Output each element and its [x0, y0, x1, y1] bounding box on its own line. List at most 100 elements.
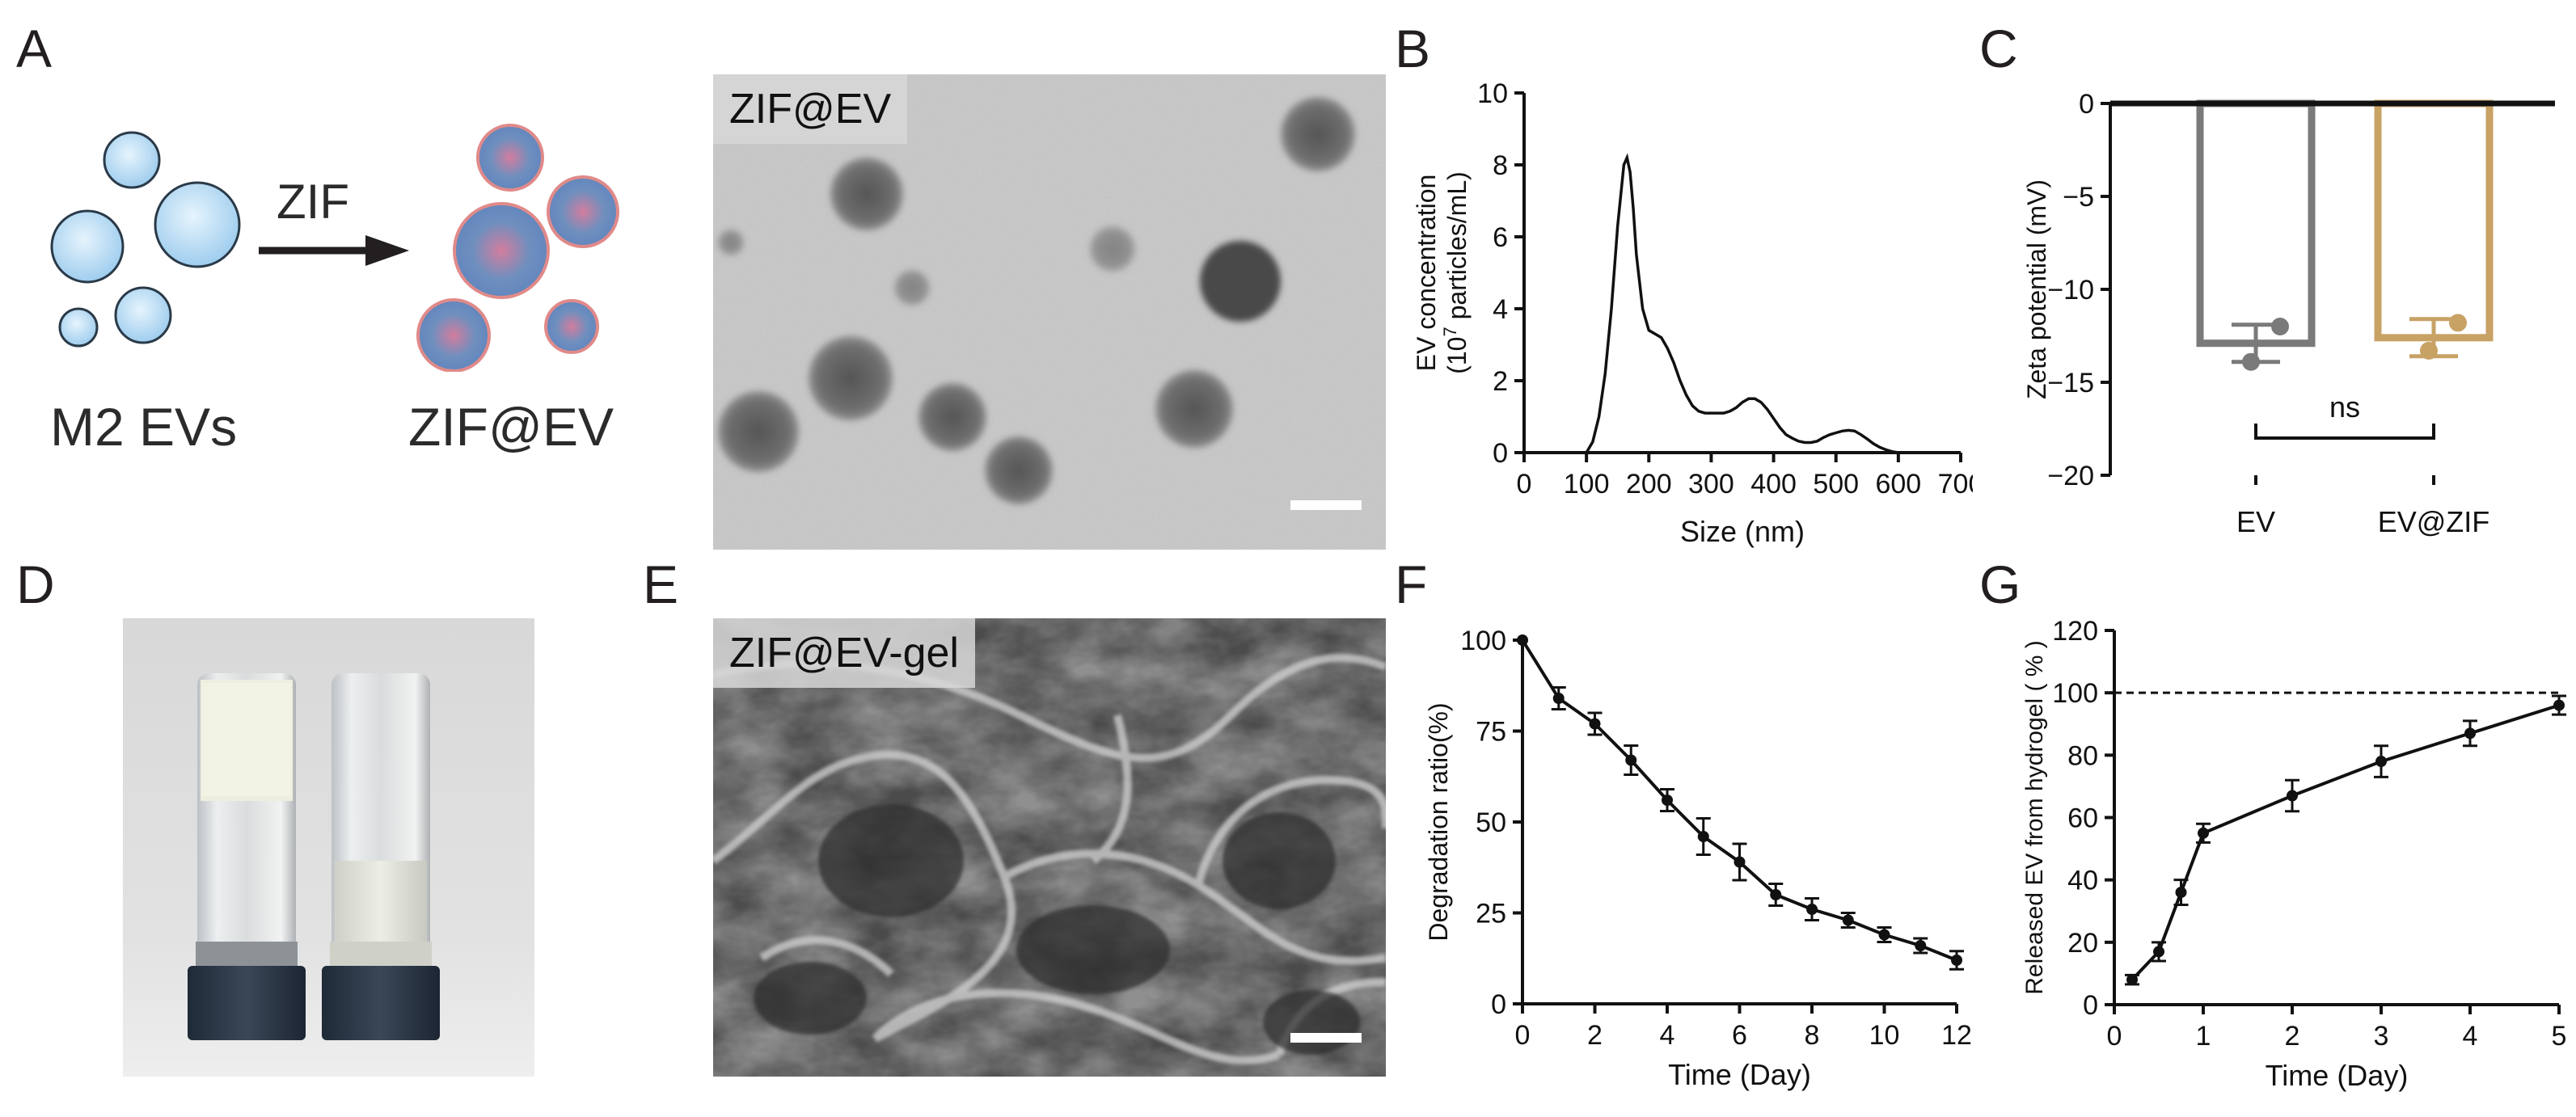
data-point: [1915, 940, 1927, 951]
coated-vesicle-icon: [476, 124, 544, 192]
data-point: [2242, 352, 2260, 371]
release-chart: 0 20 40 60 80 100 120 0 1 2 3 4 5 Time (Day) Released …: [2021, 616, 2567, 1092]
nanoparticle: [1281, 97, 1355, 171]
data-point: [2464, 727, 2476, 740]
nanoparticle: [1090, 226, 1135, 272]
tem-tag: ZIF@EV: [713, 74, 908, 144]
coated-vesicle-icon: [416, 298, 491, 372]
x-tick-label: 0: [1517, 469, 1532, 499]
data-point: [2126, 974, 2138, 986]
x-axis-label: Size (nm): [1680, 515, 1805, 548]
bar-ev-zif: [2374, 99, 2494, 342]
nanoparticle: [918, 383, 986, 451]
y-tick-label: 80: [2067, 740, 2098, 771]
zeta-potential-chart: 0 −5 −10 −15 −20 EV EV@ZIF ns Zeta potential (mV…: [2022, 89, 2555, 538]
nanoparticle: [718, 391, 799, 472]
data-point: [1662, 795, 1673, 806]
data-point: [1842, 914, 1854, 926]
x-tick-label: 8: [1805, 1020, 1820, 1051]
panel-label-b: B: [1395, 19, 1431, 78]
data-point: [1589, 718, 1601, 730]
x-tick-label: 3: [2374, 1021, 2389, 1052]
y-axis-label: Degradation ratio(%): [1424, 702, 1453, 941]
vesicle-icon: [50, 209, 125, 284]
y-tick-label: −15: [2047, 368, 2094, 398]
y-tick-label: 25: [1476, 899, 1506, 929]
y-axis-label: Released EV from hydrogel ( % ): [2021, 640, 2048, 995]
data-point: [1734, 856, 1746, 868]
nanoparticle: [830, 158, 903, 230]
data-point: [2175, 887, 2187, 899]
x-tick-label: 600: [1875, 469, 1921, 499]
panel-label-f: F: [1395, 554, 1428, 614]
data-point: [2553, 699, 2565, 711]
series-line: [1521, 639, 1957, 962]
coated-vesicle-icon: [547, 175, 619, 248]
x-tick-label: 2: [1587, 1020, 1603, 1051]
sem-image: ZIF@EV-gel: [713, 618, 1386, 1077]
data-point: [1806, 904, 1818, 915]
y-axis-label-line2: (107 particles/mL): [1440, 171, 1472, 374]
nanoparticle: [1200, 241, 1281, 322]
y-tick-label: 8: [1493, 150, 1508, 181]
x-tick-label: 4: [2463, 1021, 2478, 1052]
coated-vesicle-icon: [453, 202, 550, 299]
vial-right: [322, 673, 440, 1040]
y-tick-label: 0: [2079, 89, 2094, 120]
y-tick-label: 10: [1477, 78, 1508, 109]
y-tick-label: 100: [1460, 626, 1506, 656]
x-tick-label: 4: [1660, 1020, 1675, 1051]
x-tick-label: 5: [2552, 1021, 2567, 1052]
y-tick-label: 6: [1493, 222, 1508, 253]
m2-evs-label: M2 EVs: [50, 397, 238, 457]
bar-ev: [2196, 99, 2316, 348]
data-point: [2271, 318, 2289, 335]
panel-label-e: E: [643, 554, 679, 614]
y-tick-label: 0: [1491, 989, 1506, 1020]
data-point: [1951, 955, 1962, 966]
data-point: [1517, 634, 1528, 646]
y-tick-label: 60: [2067, 803, 2098, 834]
arrow-head-icon: [365, 235, 409, 266]
nanoparticle: [985, 436, 1053, 504]
significance-label: ns: [2329, 390, 2360, 424]
coated-vesicle-icon: [544, 299, 599, 354]
zif-ev-label: ZIF@EV: [408, 397, 614, 457]
x-tick-label: 12: [1941, 1020, 1972, 1051]
y-tick-label: 4: [1493, 294, 1508, 325]
series-line: [1585, 153, 1899, 454]
x-axis-label: Time (Day): [2266, 1059, 2409, 1092]
significance-bracket: [2254, 424, 2435, 440]
y-tick-label: 0: [2083, 990, 2098, 1021]
x-tick-label: 0: [1515, 1020, 1531, 1051]
data-point: [1552, 693, 1565, 704]
y-axis-label: Zeta potential (mV): [2022, 179, 2051, 399]
nanoparticle: [809, 336, 893, 420]
sem-tag: ZIF@EV-gel: [713, 618, 975, 688]
vesicle-icon: [58, 307, 99, 348]
x-tick-label: 6: [1732, 1020, 1747, 1051]
y-tick-label: 40: [2067, 866, 2098, 896]
panel-label-g: G: [1979, 554, 2021, 614]
y-tick-label: 75: [1476, 717, 1506, 748]
data-point: [2153, 946, 2164, 958]
arrow-label: ZIF: [277, 175, 349, 229]
data-point: [1878, 929, 1890, 941]
schematic-diagram: [50, 124, 619, 372]
scale-bar: [1290, 1033, 1362, 1043]
y-tick-label: 120: [2052, 616, 2098, 647]
data-point: [1625, 754, 1637, 766]
vial-photo: [123, 618, 534, 1077]
vesicle-icon: [103, 131, 161, 189]
x-tick-label: 700: [1938, 469, 1973, 499]
y-tick-label: −10: [2047, 275, 2094, 306]
x-tick-label: 0: [2107, 1021, 2122, 1052]
y-tick-label: 50: [1476, 807, 1506, 838]
data-point: [2375, 756, 2387, 768]
data-point: [2449, 314, 2467, 332]
degradation-chart: 0 25 50 75 100 0 2 4 6 8 10 12 Time (Day) Degradation…: [1424, 626, 1972, 1091]
size-distribution-chart: 02468100100200300400500600700Size (nm)EV…: [1412, 78, 1973, 548]
x-tick-label: EV: [2236, 505, 2275, 538]
data-point: [1697, 831, 1709, 842]
data-point: [2198, 827, 2209, 839]
